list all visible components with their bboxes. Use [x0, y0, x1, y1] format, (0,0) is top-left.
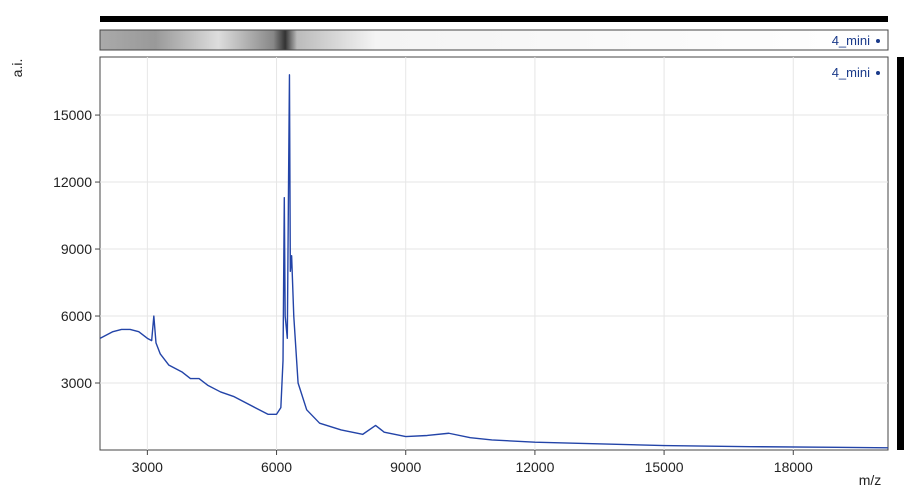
x-tick-label: 12000	[515, 459, 554, 475]
y-tick-label: 3000	[61, 375, 92, 391]
overview-strip	[100, 30, 888, 50]
legend-dot	[876, 71, 880, 75]
x-axis-label: m/z	[859, 472, 882, 488]
x-tick-label: 6000	[261, 459, 292, 475]
chart: 4_mini 4_mini a.i. m/z 3000 6000 9000 12000…	[0, 0, 914, 492]
x-tick-label: 15000	[645, 459, 684, 475]
x-tick-label: 9000	[390, 459, 421, 475]
x-tick-label: 18000	[774, 459, 813, 475]
y-tick-label: 9000	[61, 241, 92, 257]
right-bar	[897, 57, 904, 450]
y-tick-label: 15000	[53, 107, 92, 123]
legend-label: 4_mini	[832, 33, 870, 48]
y-axis-label: a.i.	[9, 59, 25, 78]
top-bar	[100, 16, 888, 22]
legend-dot	[876, 39, 880, 43]
y-tick-label: 6000	[61, 308, 92, 324]
legend-label: 4_mini	[832, 65, 870, 80]
y-tick-label: 12000	[53, 174, 92, 190]
x-tick-label: 3000	[132, 459, 163, 475]
